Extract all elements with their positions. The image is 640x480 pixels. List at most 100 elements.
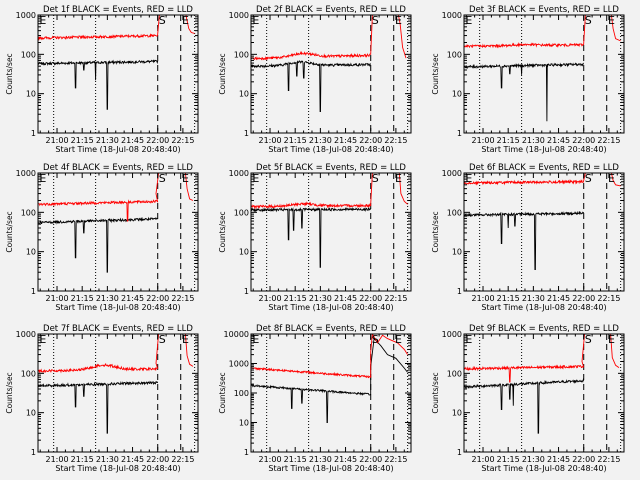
plot-frame	[250, 333, 412, 453]
x-tick-label: 22:00	[359, 455, 382, 464]
y-tick-label: 1000	[16, 169, 36, 178]
x-axis-label: Start Time (18-Jul-08 20:48:40)	[55, 145, 180, 154]
x-axis-label: Start Time (18-Jul-08 20:48:40)	[481, 464, 606, 473]
x-tick-label: 22:15	[597, 294, 620, 303]
chart-panel: Det 3f BLACK = Events, RED = LLD 1 10 100 10…	[431, 5, 625, 154]
lld-series-line	[464, 15, 621, 49]
x-tick-label: 21:30	[522, 294, 545, 303]
x-tick-label: 21:15	[71, 294, 94, 303]
event-marker-label: E	[182, 172, 189, 185]
x-tick-label: 22:00	[359, 294, 382, 303]
x-tick-label: 21:00	[45, 455, 68, 464]
chart-title: Det 9f BLACK = Events, RED = LLD	[469, 324, 619, 334]
x-tick-label: 21:00	[471, 294, 494, 303]
y-tick-label: 10	[239, 419, 249, 428]
event-marker-label: S	[159, 14, 166, 27]
y-tick-label: 10	[26, 248, 36, 257]
x-tick-label: 21:15	[497, 136, 520, 145]
chart-title: Det 6f BLACK = Events, RED = LLD	[469, 163, 619, 173]
x-axis-label: Start Time (18-Jul-08 20:48:40)	[481, 145, 606, 154]
x-axis-label: Start Time (18-Jul-08 20:48:40)	[55, 464, 180, 473]
y-tick-label: 100	[21, 369, 36, 378]
chart-title: Det 5f BLACK = Events, RED = LLD	[256, 163, 406, 173]
y-tick-label: 100	[234, 208, 249, 217]
y-axis-label: Counts/sec	[218, 211, 227, 252]
event-marker-label: E	[395, 172, 402, 185]
events-series-line	[38, 380, 159, 434]
event-marker-label: E	[608, 333, 615, 346]
y-tick-label: 10	[239, 248, 249, 257]
event-marker-label: E	[182, 14, 189, 27]
event-marker-label: E	[465, 333, 472, 346]
events-series-line	[464, 377, 585, 434]
x-tick-label: 21:30	[309, 136, 332, 145]
event-marker-label: E	[465, 14, 472, 27]
chart-panel: Det 4f BLACK = Events, RED = LLD 1 10 100 10…	[5, 163, 199, 312]
lld-series-line	[38, 173, 194, 222]
plot-frame	[37, 333, 199, 453]
x-axis-label: Start Time (18-Jul-08 20:48:40)	[481, 303, 606, 312]
x-tick-label: 21:45	[121, 136, 144, 145]
y-tick-label: 1000	[442, 169, 462, 178]
x-tick-label: 21:30	[309, 455, 332, 464]
plot-frame	[250, 172, 412, 292]
event-marker-label: E	[252, 172, 259, 185]
y-tick-label: 100	[447, 208, 462, 217]
x-axis-label: Start Time (18-Jul-08 20:48:40)	[268, 464, 393, 473]
event-marker-label: E	[252, 333, 259, 346]
x-tick-label: 22:00	[572, 136, 595, 145]
event-marker-label: S	[585, 14, 592, 27]
y-tick-label: 10	[239, 90, 249, 99]
x-tick-label: 22:15	[171, 294, 194, 303]
y-tick-label: 1000	[229, 360, 249, 369]
x-tick-label: 21:30	[96, 136, 119, 145]
x-tick-label: 22:15	[171, 136, 194, 145]
plot-frame	[37, 172, 199, 292]
y-tick-label: 1	[244, 448, 249, 457]
y-axis-label: Counts/sec	[431, 372, 440, 413]
x-tick-label: 22:00	[146, 136, 169, 145]
x-axis-label: Start Time (18-Jul-08 20:48:40)	[268, 303, 393, 312]
y-tick-label: 1	[457, 448, 462, 457]
x-tick-label: 21:15	[497, 455, 520, 464]
event-marker-label: E	[395, 14, 402, 27]
event-marker-label: S	[372, 172, 379, 185]
y-tick-label: 1	[31, 129, 36, 138]
y-tick-label: 10	[26, 90, 36, 99]
y-tick-label: 1	[457, 129, 462, 138]
y-tick-label: 10	[452, 248, 462, 257]
x-tick-label: 22:00	[572, 455, 595, 464]
plot-frame	[37, 14, 199, 134]
chart-panel: Det 8f BLACK = Events, RED = LLD 1 10 100 10…	[218, 324, 412, 473]
y-tick-label: 1	[244, 129, 249, 138]
event-marker-label: S	[585, 172, 592, 185]
x-tick-label: 22:00	[359, 136, 382, 145]
y-axis-label: Counts/sec	[5, 372, 14, 413]
plot-frame	[463, 172, 625, 292]
event-marker-label: E	[608, 172, 615, 185]
y-tick-label: 1000	[442, 11, 462, 20]
y-tick-label: 1000	[229, 169, 249, 178]
y-tick-label: 100	[447, 369, 462, 378]
y-axis-label: Counts/sec	[5, 53, 14, 94]
chart-panel: Det 7f BLACK = Events, RED = LLD 1 10 100 10…	[5, 324, 199, 473]
x-tick-label: 21:15	[497, 294, 520, 303]
x-tick-label: 21:45	[121, 294, 144, 303]
x-tick-label: 21:15	[284, 455, 307, 464]
x-tick-label: 21:00	[258, 455, 281, 464]
y-axis-label: Counts/sec	[218, 372, 227, 413]
event-marker-label: E	[39, 333, 46, 346]
chart-panel: Det 1f BLACK = Events, RED = LLD 1 10 100 10…	[5, 5, 199, 154]
x-tick-label: 21:00	[471, 455, 494, 464]
events-series-line	[464, 210, 585, 271]
chart-panel: Det 6f BLACK = Events, RED = LLD 1 10 100 10…	[431, 163, 625, 312]
event-marker-label: E	[465, 172, 472, 185]
x-tick-label: 21:00	[471, 136, 494, 145]
x-tick-label: 21:45	[334, 455, 357, 464]
chart-title: Det 8f BLACK = Events, RED = LLD	[256, 324, 406, 334]
events-series-line	[251, 337, 408, 423]
event-marker-label: S	[159, 333, 166, 346]
x-tick-label: 21:00	[45, 136, 68, 145]
y-tick-label: 100	[234, 50, 249, 59]
y-axis-label: Counts/sec	[431, 211, 440, 252]
